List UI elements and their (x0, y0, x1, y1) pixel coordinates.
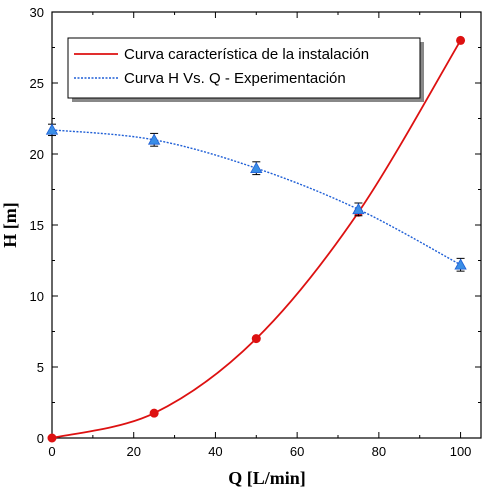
legend-label-series-2: Curva H Vs. Q - Experimentación (124, 70, 346, 87)
series-2-point (250, 161, 263, 174)
series-1-point (251, 334, 261, 344)
series-1-point (456, 35, 466, 45)
series-2-point (45, 123, 59, 135)
y-tick-label: 15 (30, 218, 44, 233)
x-tick-label: 40 (208, 444, 222, 459)
series-1-line (51, 39, 462, 439)
x-tick-label: 0 (48, 444, 55, 459)
y-tick-label: 30 (30, 5, 44, 20)
series-2-point (147, 133, 161, 145)
series-2-point (454, 258, 467, 270)
legend-box (67, 37, 421, 99)
legend-label-series-1: Curva característica de la instalación (124, 46, 369, 63)
y-tick-label: 10 (30, 289, 44, 304)
y-tick-label: 20 (30, 147, 44, 162)
x-tick-label: 20 (126, 444, 140, 459)
y-tick-label: 5 (37, 360, 44, 375)
x-tick-label: 100 (450, 444, 472, 459)
x-axis-title: Q [L/min] (228, 468, 306, 488)
series-2-point (352, 203, 365, 215)
y-tick-label: 0 (37, 431, 44, 446)
y-tick-label: 25 (30, 76, 44, 91)
series-layer (45, 35, 467, 443)
x-tick-label: 60 (290, 444, 304, 459)
y-axis-title: H [m] (0, 202, 20, 247)
series-1-point (149, 408, 159, 418)
ticks: 0 20 40 60 80 100 0 5 10 15 20 25 30 (30, 5, 481, 459)
series-2-line (51, 129, 461, 266)
series-1-point (47, 433, 57, 443)
legend: Curva característica de la instalación C… (67, 37, 424, 102)
x-tick-label: 80 (372, 444, 386, 459)
